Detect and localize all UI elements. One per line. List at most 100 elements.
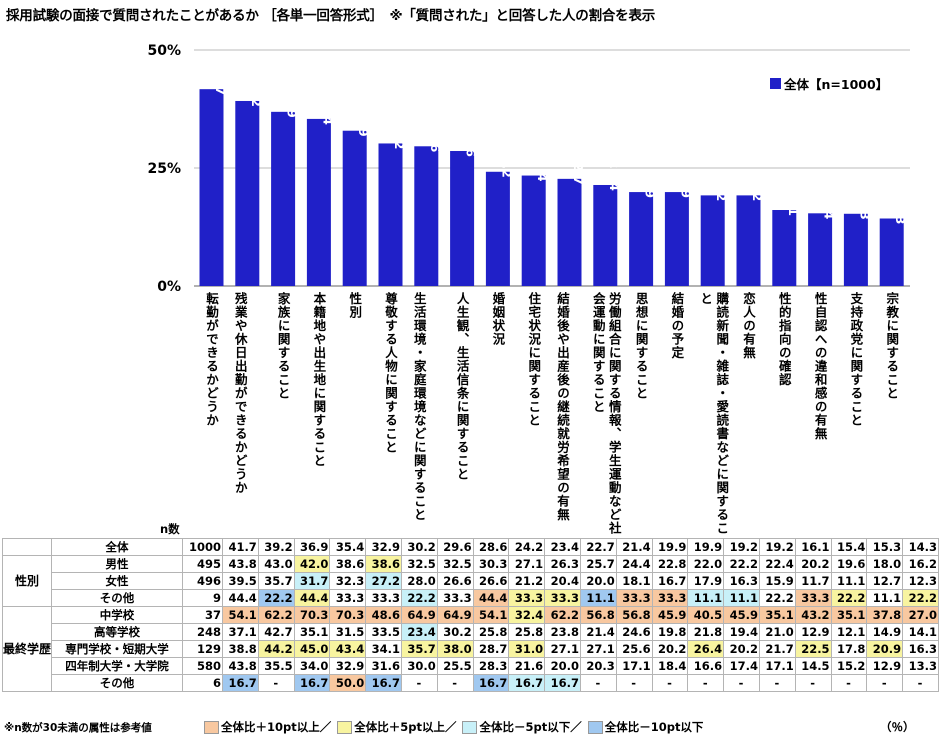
color-legend-swatch [587,720,603,734]
color-legend-label: 全体比－10pt以下 [604,720,704,734]
value-cell: 38.6 [329,555,367,573]
table-row: 性別 男性 495 43.8 43.0 42.0 38.6 38.6 32.5 32.5 30.3 2… [1,555,939,607]
group-cell [1,538,53,556]
n-cell: 1000 [182,538,224,556]
category-label: 生活環境・家庭環境などに関すること [411,292,427,522]
bar-value-label: 28.6 [464,126,479,157]
attribute-label: 中学校 [51,606,184,624]
value-cell: 11.1 [687,589,725,607]
color-legend: 全体比＋10pt以上／ 全体比＋5pt以上／ 全体比－5pt以下／ 全体比－10pt以… [198,719,703,735]
value-cell: 24.2 [508,538,546,556]
value-cell: 20.3 [579,657,617,675]
value-cell: 45.0 [293,640,331,658]
category-label: 結婚後や出産後の継続就労希望の有無 [555,292,570,522]
category-label: 性自認への違和感の有無 [812,292,828,441]
value-cell: 41.7 [222,538,259,556]
value-cell: - [687,674,725,692]
value-cell: - [830,674,868,692]
bar [736,195,761,286]
bar [593,184,618,286]
bar-value-label: 15.4 [822,188,837,219]
value-cell: 26.4 [687,640,725,658]
value-cell: 21.7 [758,640,796,658]
value-cell: 34.1 [365,640,402,658]
value-cell: 30.0 [401,657,438,675]
value-cell: - [902,674,939,692]
value-cell: 13.3 [902,657,939,675]
value-cell: 22.4 [758,555,796,573]
y-tick-label: 0% [157,279,181,295]
value-cell: 22.2 [401,589,438,607]
value-cell: 36.9 [293,538,331,556]
value-cell: 40.5 [687,606,725,624]
bar [700,195,725,286]
value-cell: - [723,674,760,692]
value-cell: 33.3 [615,589,653,607]
value-cell: 35.5 [257,657,295,675]
value-cell: 18.1 [615,572,653,590]
value-cell: 16.1 [794,538,832,556]
value-cell: 22.2 [257,589,295,607]
value-cell: 33.3 [329,589,367,607]
value-cell: 16.7 [508,674,546,692]
value-cell: 43.0 [257,555,295,573]
value-cell: 21.0 [758,623,796,641]
value-cell: 19.4 [723,623,760,641]
bar [271,111,296,286]
value-cell: 24.6 [615,623,653,641]
value-cell: 56.8 [579,606,617,624]
category-label: 尊敬する人物に関すること [383,292,398,454]
value-cell: 37.1 [222,623,259,641]
value-cell: 33.3 [794,589,832,607]
bar-value-label: 16.1 [786,185,801,216]
value-cell: 14.9 [866,623,904,641]
value-cell: 45.9 [651,606,689,624]
value-cell: - [436,674,474,692]
table-row: 専門学校・短期大学 129 38.8 44.2 45.0 43.4 34.1 35.7 38.0… [3,640,939,658]
value-cell: 16.2 [902,555,939,573]
value-cell: 48.6 [365,606,402,624]
bar-value-label: 15.3 [857,189,872,220]
value-cell: 43.8 [222,657,259,675]
value-cell: 22.0 [687,555,725,573]
attribute-label: その他 [51,589,184,607]
category-label: 労働組合に関する情報、学生運動など社会運動に関すること [590,292,622,535]
value-cell: 32.3 [329,572,367,590]
value-cell: 25.6 [615,640,653,658]
value-cell: 45.9 [723,606,760,624]
color-legend-label: 全体比＋10pt以上／ [221,720,332,734]
value-cell: 21.2 [508,572,546,590]
value-cell: 16.3 [902,640,939,658]
category-label: 本籍地や出生地に関すること [311,292,327,468]
group-label: 最終学歴 [1,606,53,692]
value-cell: 39.2 [257,538,295,556]
value-cell: 32.9 [329,657,367,675]
value-cell: 44.2 [257,640,295,658]
attribute-label: 女性 [51,572,184,590]
value-cell: 37.8 [866,606,904,624]
value-cell: 31.6 [365,657,402,675]
value-cell: 33.3 [436,589,474,607]
value-cell: - [257,674,295,692]
value-cell: 16.6 [687,657,725,675]
value-cell: 17.4 [723,657,760,675]
category-label: 思想に関すること [633,292,649,400]
value-cell: 27.1 [508,555,546,573]
value-cell: 22.7 [579,538,617,556]
value-cell: 33.5 [365,623,402,641]
bar [235,100,260,286]
unit-label: （％） [880,720,915,734]
value-cell: 20.0 [579,572,617,590]
value-cell: 12.9 [866,657,904,675]
value-cell: 20.4 [544,572,581,590]
group-label: 性別 [1,555,53,607]
value-cell: 23.4 [401,623,438,641]
value-cell: 24.4 [615,555,653,573]
value-cell: 32.4 [508,606,546,624]
bar-value-label: 19.2 [714,171,729,202]
value-cell: 35.7 [257,572,295,590]
category-label: 残業や休日出勤ができるかどうか [232,292,248,495]
value-cell: 38.6 [365,555,402,573]
category-label: 人生観、生活信条に関すること [454,292,470,481]
y-tick-label: 50% [147,43,181,59]
